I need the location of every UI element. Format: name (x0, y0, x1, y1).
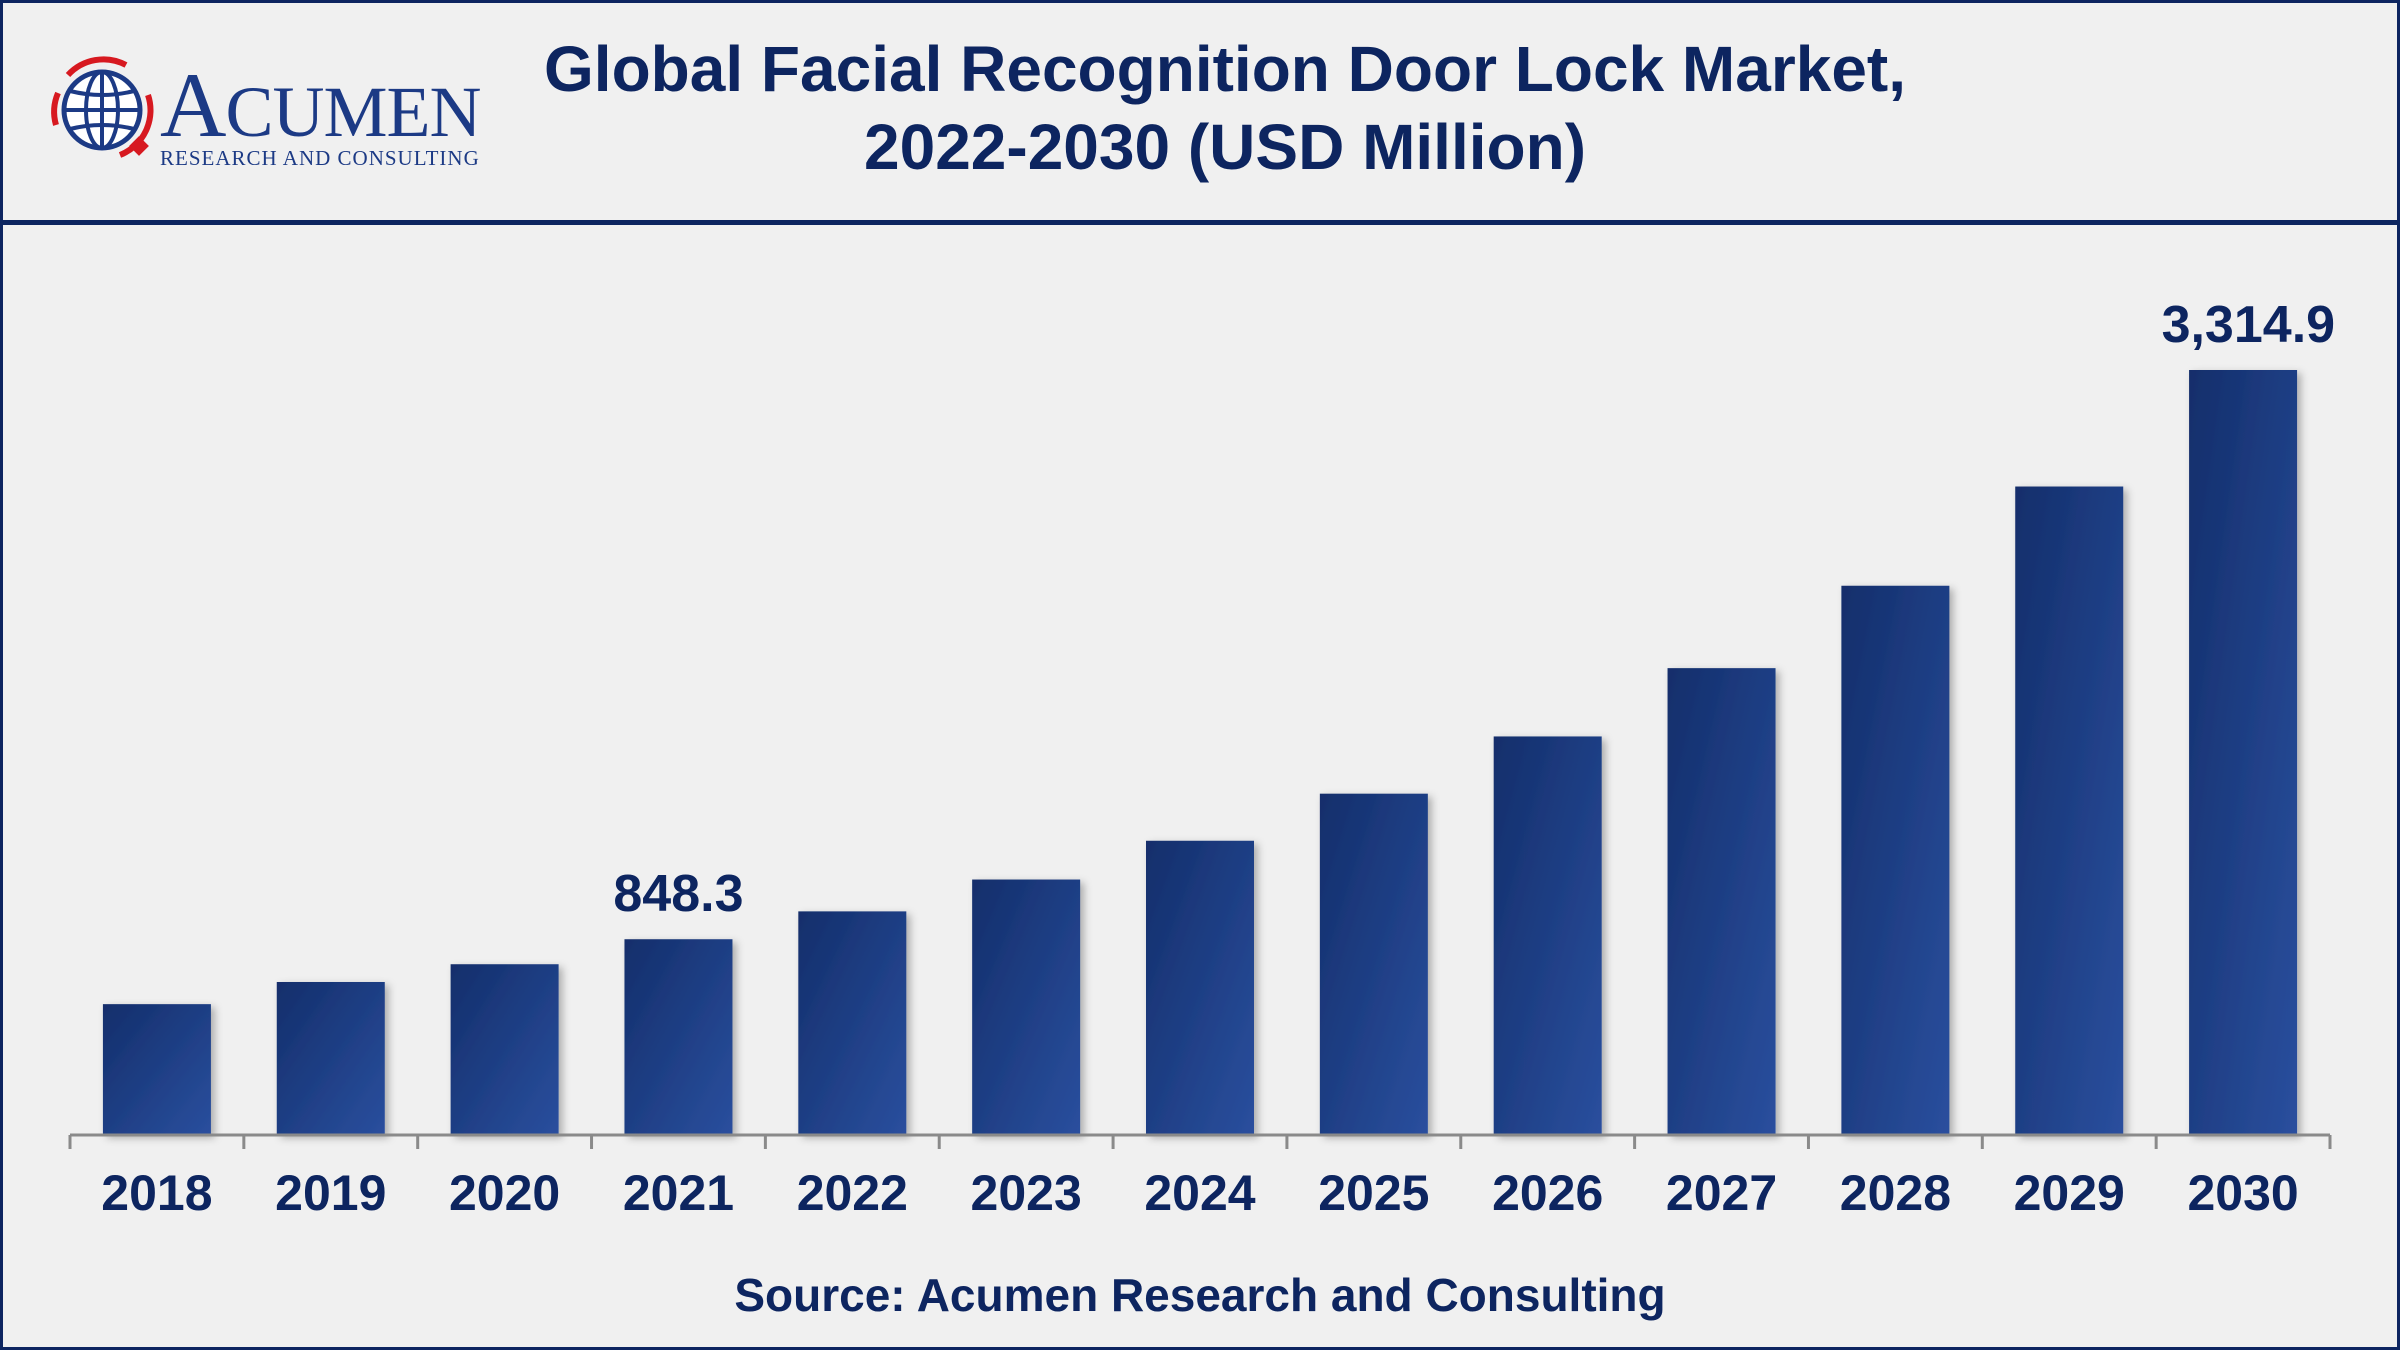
logo-tagline: RESEARCH AND CONSULTING (160, 146, 480, 170)
x-axis (68, 1133, 2332, 1149)
header-bar: ACUMEN RESEARCH AND CONSULTING Global Fa… (0, 0, 2400, 225)
x-tick-label-2023: 2023 (971, 1165, 1082, 1221)
x-tick-label-2024: 2024 (1144, 1165, 1255, 1221)
chart-title: Global Facial Recognition Door Lock Mark… (470, 30, 1980, 186)
x-tick-label-2020: 2020 (449, 1165, 560, 1221)
data-label-2021: 848.3 (613, 865, 743, 923)
x-tick-label-2030: 2030 (2187, 1165, 2298, 1221)
bar-2030 (2189, 370, 2298, 1135)
x-tick-label-2021: 2021 (623, 1165, 734, 1221)
x-tick-label-2018: 2018 (101, 1165, 212, 1221)
bar-2028 (1841, 585, 1950, 1135)
bar-2029 (2015, 486, 2124, 1135)
x-tick-label-2027: 2027 (1666, 1165, 1777, 1221)
bar-2019 (276, 981, 385, 1135)
x-tick-label-2019: 2019 (275, 1165, 386, 1221)
globe-icon (51, 56, 154, 158)
bar-2027 (1667, 668, 1776, 1135)
labels-layer: 2018 2019 2020 2021 2022 2023 2024 2025 2026 2027… (101, 296, 2335, 1221)
bar-2026 (1493, 736, 1602, 1135)
bar-2023 (972, 879, 1081, 1135)
x-tick-label-2022: 2022 (797, 1165, 908, 1221)
bar-2020 (450, 964, 559, 1135)
bar-2022 (798, 911, 907, 1135)
bar-2018 (102, 1004, 211, 1135)
bars-layer (102, 370, 2298, 1135)
x-tick-label-2026: 2026 (1492, 1165, 1603, 1221)
acumen-logo: ACUMEN RESEARCH AND CONSULTING (48, 55, 508, 170)
x-tick-label-2029: 2029 (2014, 1165, 2125, 1221)
logo-wordmark: ACUMEN (160, 54, 481, 156)
chart-title-line-1: Global Facial Recognition Door Lock Mark… (544, 33, 1906, 105)
bar-2024 (1146, 840, 1254, 1135)
data-label-2030: 3,314.9 (2162, 296, 2336, 354)
source-note: Source: Acumen Research and Consulting (734, 1269, 1666, 1321)
x-tick-label-2028: 2028 (1840, 1165, 1951, 1221)
x-tick-label-2025: 2025 (1318, 1165, 1429, 1221)
bar-2025 (1319, 793, 1428, 1135)
chart-title-line-2: 2022-2030 (USD Million) (864, 111, 1586, 183)
bar-2021 (624, 939, 733, 1135)
